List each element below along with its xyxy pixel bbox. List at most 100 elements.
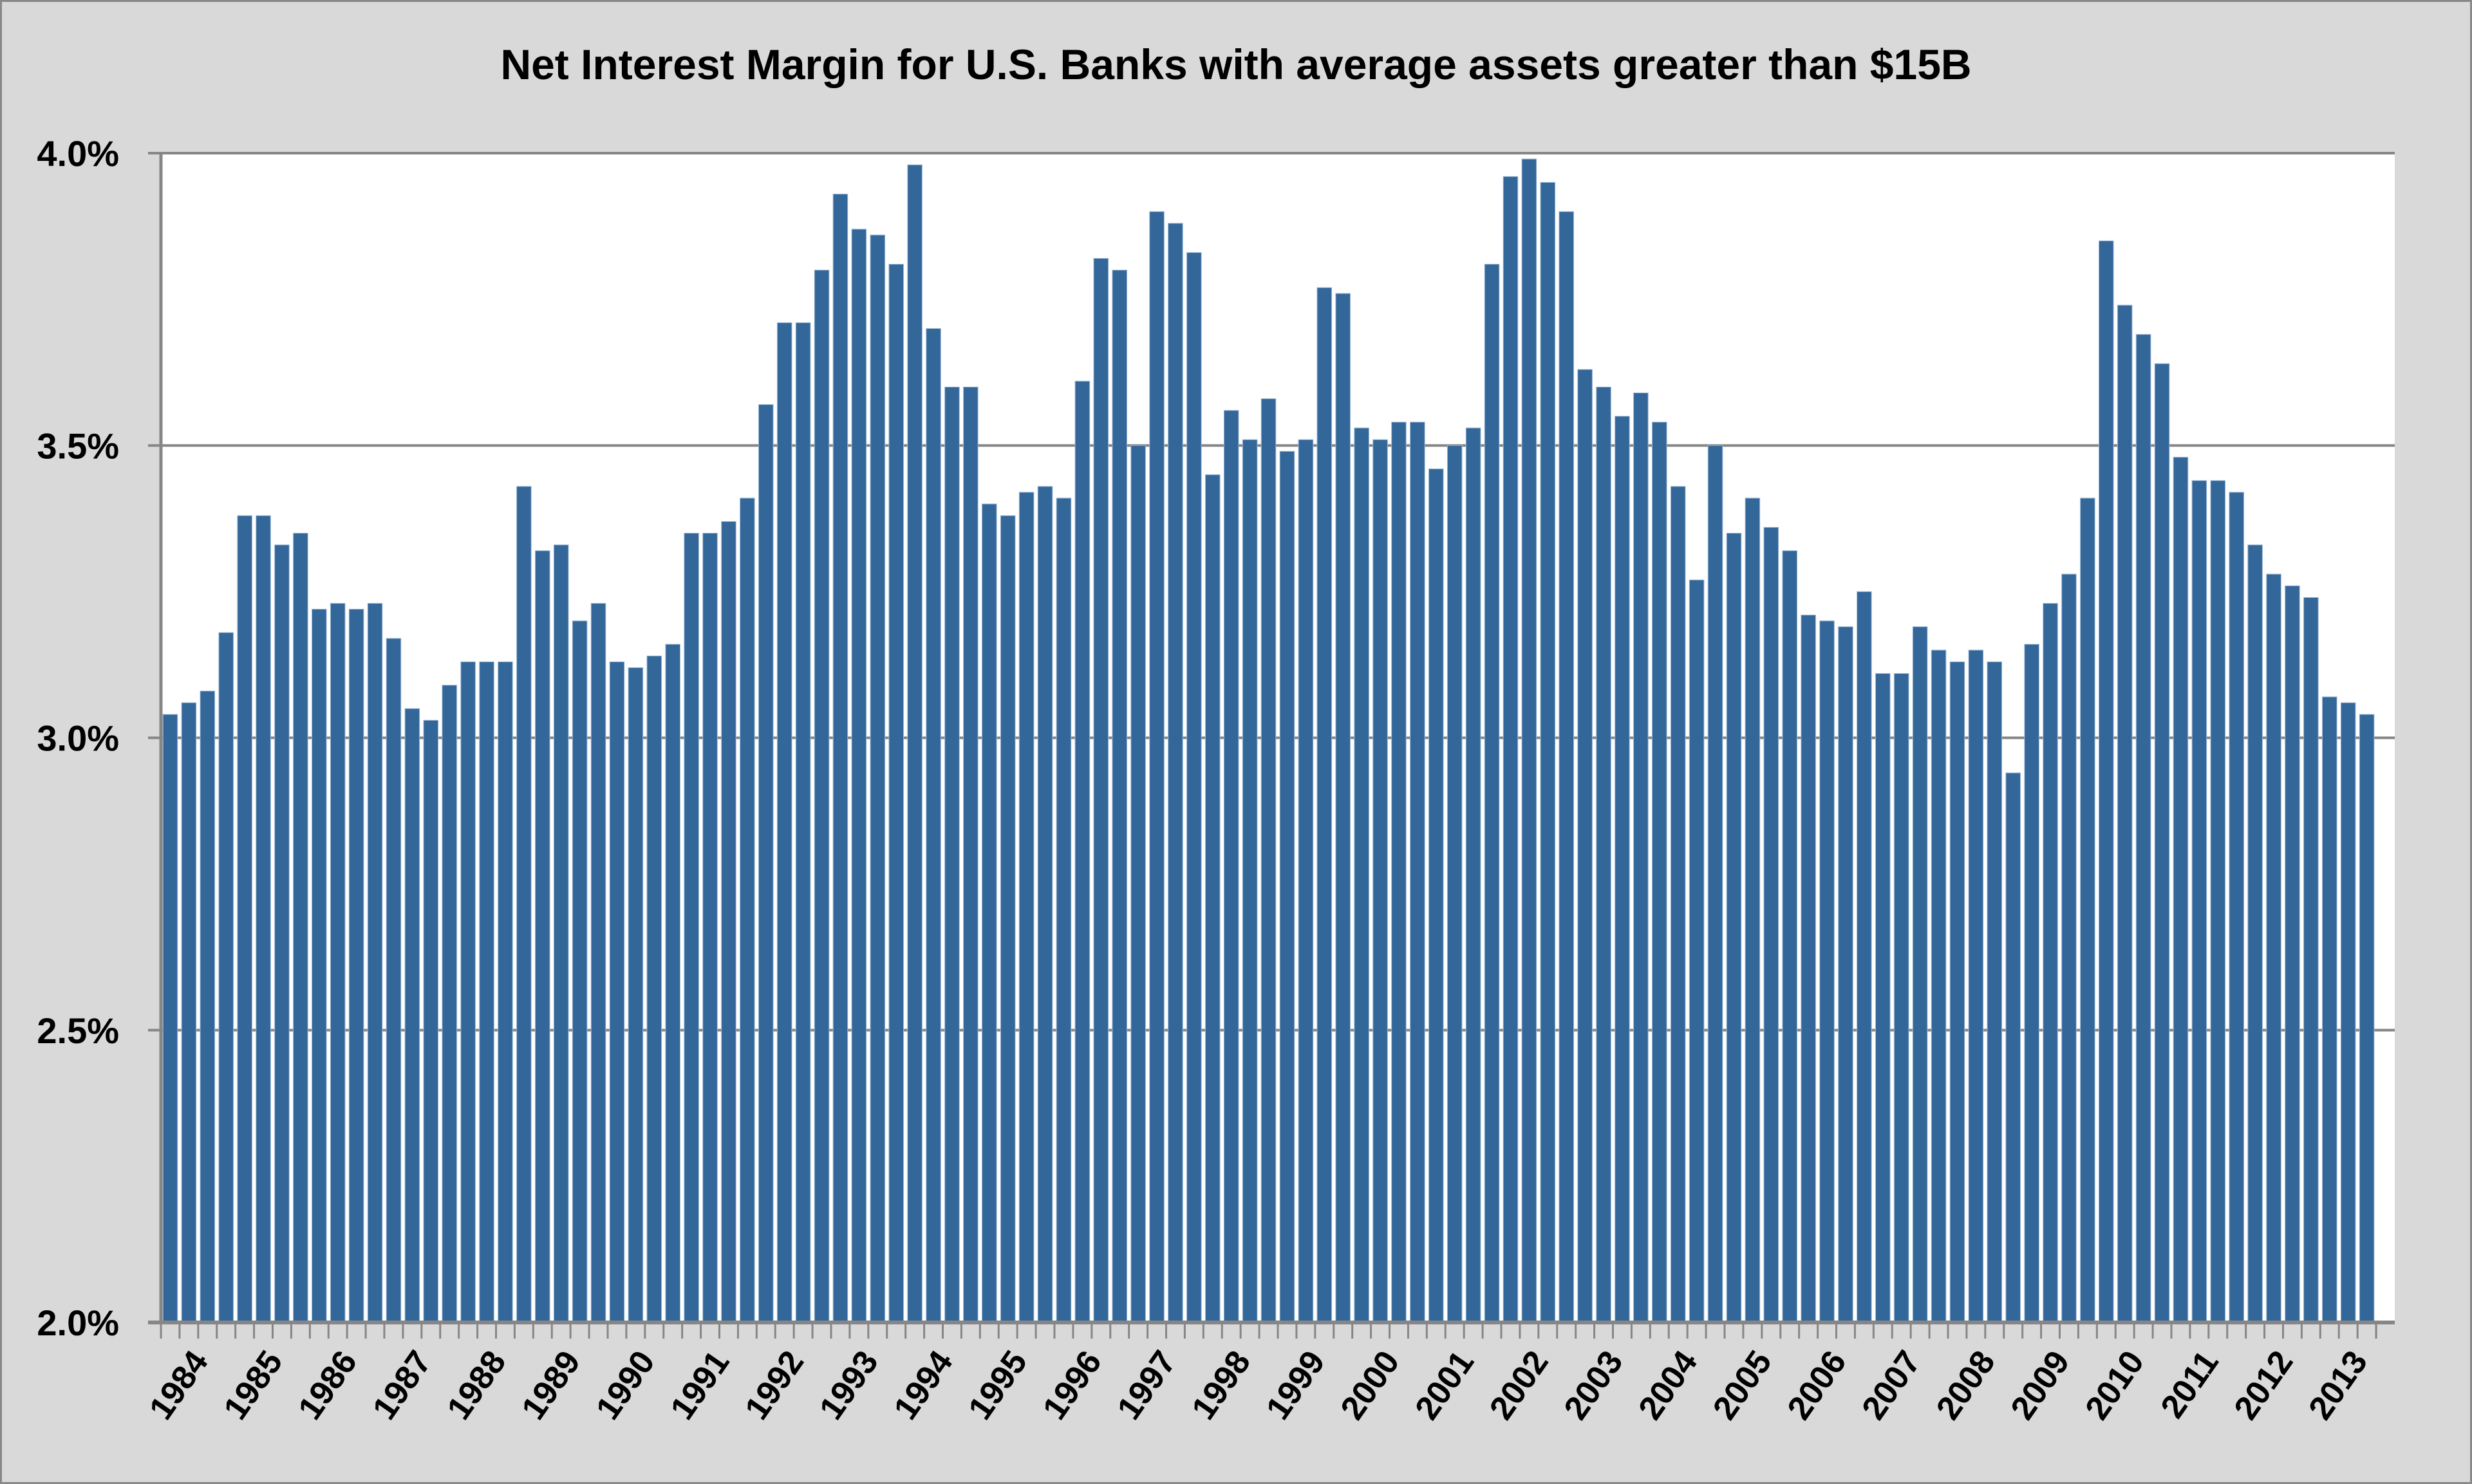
bar bbox=[590, 603, 606, 1323]
bar bbox=[1949, 661, 1965, 1323]
bar bbox=[1987, 661, 2003, 1323]
bar bbox=[423, 719, 439, 1323]
bar bbox=[2005, 772, 2021, 1323]
bar bbox=[1652, 422, 1667, 1323]
x-tick-label: 2000 bbox=[1334, 1344, 1407, 1427]
bar bbox=[2191, 480, 2207, 1323]
y-axis-ticks: 2.0% 2.5% 3.0% 3.5% 4.0% bbox=[37, 133, 119, 1343]
bar bbox=[646, 655, 662, 1323]
bar bbox=[1447, 445, 1463, 1323]
bar bbox=[2340, 702, 2356, 1323]
bar bbox=[1819, 620, 1835, 1323]
bar bbox=[1707, 445, 1723, 1323]
bar bbox=[1372, 439, 1388, 1323]
x-tick-label: 2011 bbox=[2154, 1344, 2226, 1425]
bar bbox=[312, 609, 327, 1323]
bar bbox=[1316, 287, 1333, 1323]
bar bbox=[2043, 603, 2058, 1323]
bar bbox=[776, 322, 792, 1323]
x-tick-label: 1996 bbox=[1036, 1344, 1109, 1427]
bar bbox=[181, 702, 197, 1323]
bar bbox=[1000, 515, 1016, 1323]
bar bbox=[162, 714, 178, 1323]
bar bbox=[795, 322, 811, 1323]
x-tick-label: 1984 bbox=[142, 1344, 216, 1427]
chart-title: Net Interest Margin for U.S. Banks with … bbox=[500, 41, 1972, 88]
x-tick-label: 2001 bbox=[1408, 1344, 1481, 1427]
bar bbox=[2117, 304, 2133, 1323]
bar bbox=[1130, 445, 1146, 1323]
bar bbox=[665, 644, 680, 1323]
bar bbox=[1559, 211, 1574, 1323]
x-tick-label: 2008 bbox=[1929, 1344, 2003, 1427]
x-tick-label: 1990 bbox=[589, 1344, 662, 1427]
x-tick-label: 2013 bbox=[2301, 1344, 2375, 1427]
bar bbox=[1689, 579, 1705, 1323]
bar bbox=[2285, 585, 2300, 1323]
bar bbox=[1615, 416, 1630, 1323]
x-tick-label: 1994 bbox=[887, 1344, 960, 1427]
bar bbox=[1279, 450, 1295, 1323]
bar bbox=[2247, 544, 2263, 1323]
x-tick-label: 2003 bbox=[1557, 1344, 1631, 1427]
bar bbox=[982, 503, 997, 1323]
bar bbox=[1968, 649, 1984, 1323]
bar bbox=[758, 404, 774, 1323]
bar bbox=[218, 632, 234, 1323]
x-tick-label: 2009 bbox=[2004, 1344, 2077, 1427]
bar bbox=[1335, 293, 1351, 1323]
bar bbox=[1410, 422, 1425, 1323]
bar bbox=[1596, 386, 1611, 1323]
x-tick-label: 2005 bbox=[1706, 1344, 1779, 1427]
bar bbox=[1168, 223, 1183, 1323]
bar bbox=[200, 691, 216, 1323]
bar bbox=[684, 533, 699, 1323]
axes bbox=[148, 153, 2395, 1339]
bar bbox=[2080, 497, 2095, 1323]
bar bbox=[1875, 673, 1891, 1323]
y-tick-label: 4.0% bbox=[37, 133, 119, 174]
bar bbox=[1503, 176, 1519, 1323]
bar bbox=[348, 609, 364, 1323]
x-tick-label: 2004 bbox=[1631, 1344, 1705, 1427]
bar bbox=[237, 515, 252, 1323]
x-tick-label: 1995 bbox=[961, 1344, 1035, 1427]
bar bbox=[2154, 363, 2170, 1323]
x-tick-label: 1997 bbox=[1110, 1344, 1184, 1427]
bar bbox=[1931, 649, 1947, 1323]
bar bbox=[1726, 533, 1742, 1323]
bar bbox=[1428, 468, 1444, 1323]
bar bbox=[1018, 492, 1035, 1323]
bar bbox=[1912, 626, 1928, 1323]
x-tick-label: 1998 bbox=[1184, 1344, 1258, 1427]
bar bbox=[1857, 591, 1872, 1323]
bar bbox=[1242, 439, 1258, 1323]
bar bbox=[386, 638, 402, 1323]
bar bbox=[1205, 474, 1221, 1323]
x-tick-label: 1988 bbox=[440, 1344, 514, 1427]
bar bbox=[2173, 456, 2189, 1323]
x-tick-label: 1989 bbox=[514, 1344, 588, 1427]
bar bbox=[1074, 380, 1091, 1323]
bar bbox=[1577, 369, 1593, 1323]
bar bbox=[721, 521, 736, 1323]
bar bbox=[293, 533, 308, 1323]
x-axis-ticks: 1984 1985 1986 1987 1988 1989 1990 1991 1992 1993… bbox=[142, 1344, 2375, 1427]
bar bbox=[1484, 264, 1500, 1323]
bar bbox=[2359, 714, 2375, 1323]
bar bbox=[1763, 526, 1779, 1323]
bar bbox=[944, 386, 960, 1323]
y-tick-label: 2.5% bbox=[37, 1010, 119, 1051]
bar bbox=[1223, 410, 1239, 1323]
bar bbox=[479, 661, 494, 1323]
bar bbox=[2210, 480, 2226, 1323]
bar bbox=[907, 164, 922, 1323]
bar bbox=[609, 661, 625, 1323]
bar bbox=[628, 667, 644, 1323]
bar bbox=[814, 270, 830, 1323]
bar bbox=[888, 264, 904, 1323]
x-tick-label: 1991 bbox=[664, 1344, 737, 1427]
bar bbox=[2303, 597, 2319, 1323]
bar bbox=[963, 386, 979, 1323]
